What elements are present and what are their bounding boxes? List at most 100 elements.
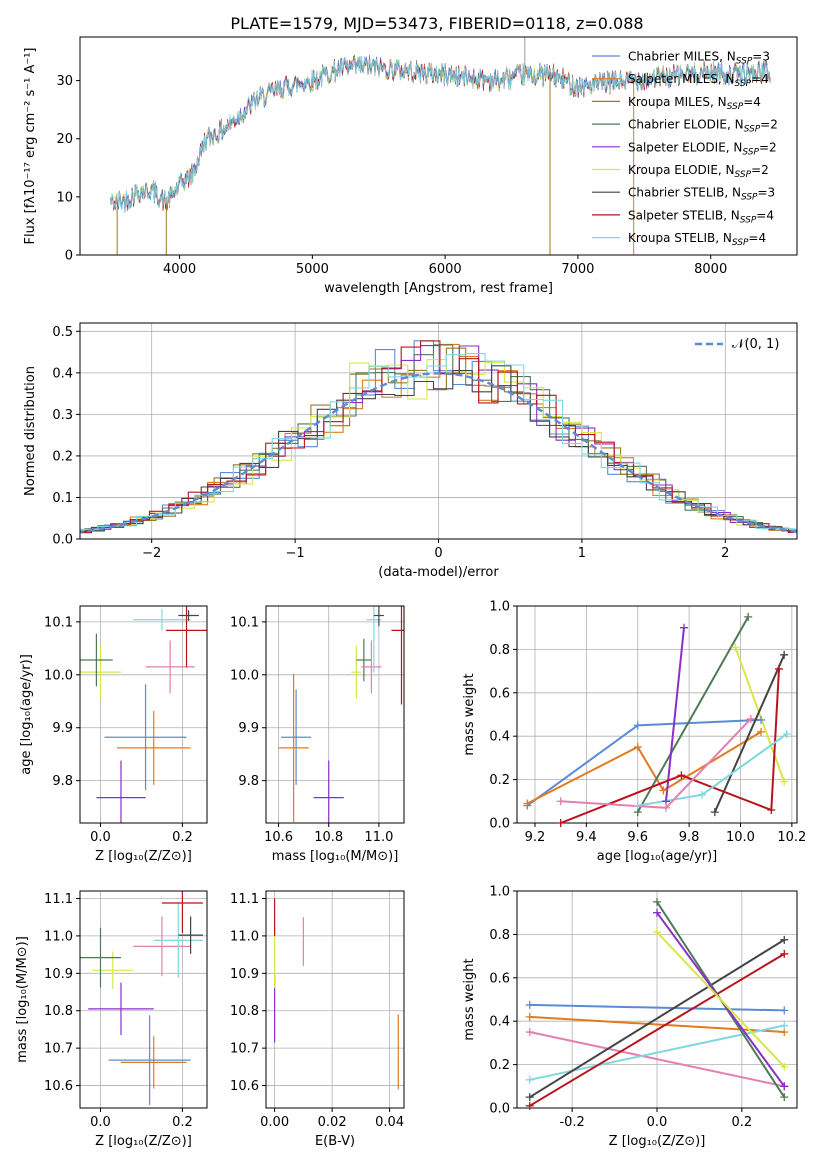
legend-label-rest: =3 [758, 186, 776, 200]
x-tick-label: 7000 [561, 262, 594, 277]
x-axis-label: Z [log₁₀(Z/Z⊙)] [95, 849, 192, 864]
y-tick-label: 0.4 [52, 366, 73, 381]
weight-marker [677, 771, 686, 780]
weight-marker [746, 714, 755, 723]
y-axis-label: mass weight [462, 958, 477, 1040]
weight-marker [767, 805, 776, 814]
x-tick-label: 4000 [163, 262, 196, 277]
weight-marker [710, 808, 719, 817]
weight-marker [659, 786, 668, 795]
y-tick-label: 9.9 [52, 721, 73, 736]
spectrum-legend: Chabrier MILES, NSSP=3 Salpeter MILES, NS… [592, 50, 778, 248]
weight-marker [782, 730, 791, 739]
axes-frame [516, 605, 798, 824]
y-tick-label: 11.0 [230, 929, 259, 944]
y-tick-label: 10.0 [44, 668, 73, 683]
weight-marker [780, 1082, 789, 1091]
plot-area [80, 340, 797, 534]
x-tick-label: 0.02 [318, 1115, 347, 1130]
legend-label-rest: =4 [748, 231, 766, 245]
grid [80, 323, 797, 540]
y-tick-label: 0.4 [489, 1015, 510, 1030]
y-axis-label: Flux [fλ10⁻¹⁷ erg cm⁻² s⁻¹ A⁻¹] [23, 48, 38, 245]
weight-marker [633, 801, 642, 810]
grid [266, 606, 404, 823]
grid [266, 891, 404, 1108]
y-tick-label: 0.2 [489, 1058, 510, 1073]
weight-marker [633, 743, 642, 752]
weight-marker [780, 1006, 789, 1015]
x-tick-label: 5000 [296, 262, 329, 277]
weight-marker [775, 664, 784, 673]
legend-label-rest: =2 [759, 140, 777, 154]
y-tick-label: 0.8 [489, 643, 510, 658]
y-tick-label: 1.0 [489, 885, 510, 900]
weight-line-kroupa_stelib [637, 733, 788, 807]
x-tick-label: 0.0 [647, 1115, 668, 1130]
weight-marker [525, 1028, 534, 1037]
x-tick-label: 9.2 [525, 830, 546, 845]
mass-vs-ebv-panel: 0.00 0.02 0.04 10.6 10.7 10.8 10.9 11.0 11.1 E(B-… [230, 890, 405, 1149]
y-tick-label: 9.8 [238, 774, 259, 789]
grid [517, 605, 797, 824]
weight-marker [525, 1000, 534, 1009]
plot-area [529, 901, 786, 1107]
legend-label-rest: =3 [752, 50, 770, 64]
weight-line-chabrier_stelib [713, 654, 786, 813]
y-tick-label: 11.1 [44, 892, 73, 907]
x-axis-label: Z [log₁₀(Z/Z⊙)] [95, 1134, 192, 1149]
plot-area [110, 37, 771, 255]
legend-label: Kroupa MILES, NSSP=4 [628, 95, 761, 112]
y-tick-label: 10.1 [44, 615, 73, 630]
y-tick-label: 0.8 [489, 928, 510, 943]
legend-label: Chabrier MILES, NSSP=3 [628, 50, 770, 67]
y-tick-label: 10 [56, 190, 73, 205]
legend-subscript: SSP [735, 170, 752, 180]
y-tick-label: 0.4 [489, 730, 510, 745]
weight-line-kroupa_elodie [656, 931, 786, 1068]
x-tick-label: 11.0 [364, 830, 393, 845]
legend-label-rest: =2 [751, 163, 769, 177]
chart-title: PLATE=1579, MJD=53473, FIBERID=0118, z=0… [230, 14, 643, 33]
weight-vs-metallicity-panel: -0.2 0.0 0.2 0.0 0.2 0.4 0.6 0.8 1.0 Z [log₁₀(Z/Z… [462, 885, 798, 1149]
weight-line-salpeter_stelib [529, 953, 785, 1107]
axes-frame [79, 890, 208, 1109]
weight-line-chabrier_miles [529, 1003, 785, 1012]
normal-curve [80, 372, 797, 533]
y-tick-label: 10.7 [44, 1042, 73, 1057]
weight-vs-age-panel: 9.2 9.4 9.6 9.8 10.0 10.2 0.0 0.2 0.4 0.6 0.8 1.0 ag… [462, 600, 806, 865]
x-tick-label: 8000 [694, 262, 727, 277]
weight-line-pink [529, 1031, 785, 1088]
y-tick-label: 0.1 [52, 491, 73, 506]
x-axis-label: wavelength [Angstrom, rest frame] [324, 281, 553, 296]
weight-marker [757, 715, 766, 724]
weight-line-salpeter_miles [526, 731, 762, 805]
x-axis-label: mass [log₁₀(M/M⊙)] [272, 849, 399, 864]
y-tick-label: 9.8 [52, 774, 73, 789]
y-axis-label: Normed distribution [23, 366, 38, 496]
weight-marker [525, 1075, 534, 1084]
plot-area [80, 891, 203, 1106]
weight-line-salpeter_elodie [665, 627, 685, 802]
weight-marker [556, 797, 565, 806]
x-axis-label: (data-model)/error [378, 565, 499, 580]
y-tick-label: 0.0 [52, 533, 73, 548]
y-tick-label: 10.9 [44, 967, 73, 982]
weight-marker [780, 1093, 789, 1102]
y-tick-label: 0.0 [489, 817, 510, 832]
weight-marker [744, 612, 753, 621]
y-axis-label: mass [log₁₀(M/M⊙)] [15, 936, 30, 1063]
x-tick-label: 0.0 [90, 830, 111, 845]
y-tick-label: 11.1 [230, 892, 259, 907]
x-tick-label: 10.6 [264, 830, 293, 845]
x-tick-label: 1 [578, 546, 586, 561]
age-vs-mass-panel: 10.6 10.8 11.0 9.8 9.9 10.0 10.1 mass [log₁₀(M/… [230, 605, 405, 864]
legend-subscript: SSP [740, 215, 757, 225]
x-tick-label: 10.8 [314, 830, 343, 845]
x-tick-label: −1 [286, 546, 305, 561]
weight-marker [653, 928, 661, 937]
x-tick-label: 0.00 [260, 1115, 289, 1130]
legend-label: Salpeter STELIB, NSSP=4 [628, 208, 774, 225]
x-axis-label: age [log₁₀(age/yr)] [597, 849, 718, 864]
x-axis-label: E(B-V) [315, 1134, 355, 1149]
